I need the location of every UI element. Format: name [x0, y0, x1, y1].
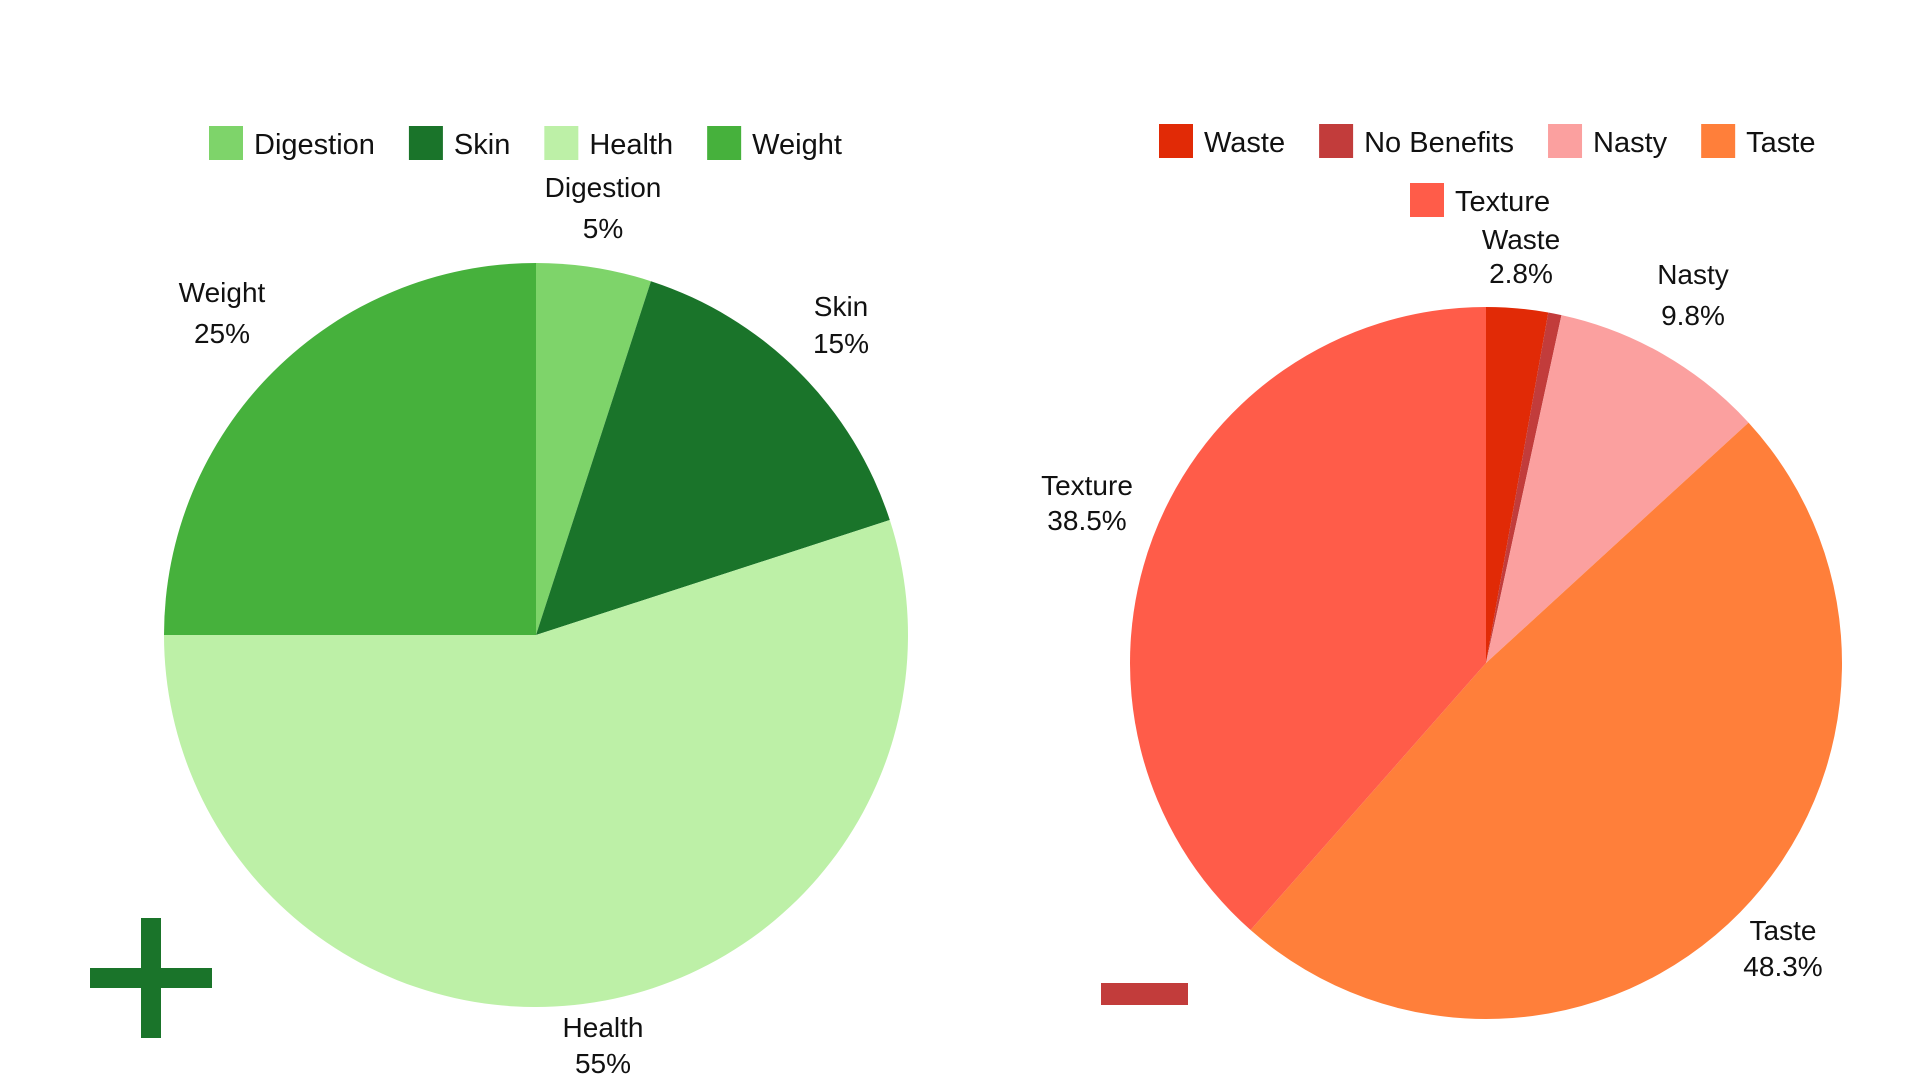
slice-label-name: Waste — [1482, 224, 1560, 255]
slice-label-digestion: Digestion 5% — [545, 172, 662, 244]
legend-swatch — [707, 126, 742, 160]
drawbacks-legend: Waste No Benefits Nasty Taste Texture — [1159, 124, 1816, 218]
legend-label: Texture — [1455, 186, 1550, 218]
legend-swatch — [1410, 183, 1444, 217]
pie-slice-waste — [1486, 307, 1549, 663]
slice-label-name: Texture — [1041, 470, 1133, 501]
legend-label: Nasty — [1593, 127, 1668, 159]
slice-label-health: Health 55% — [563, 1012, 644, 1079]
slice-label-texture: Texture 38.5% — [1041, 470, 1133, 536]
legend-item-taste: Taste — [1701, 124, 1816, 159]
legend-label: Taste — [1746, 127, 1815, 159]
legend-item-nasty: Nasty — [1548, 124, 1668, 159]
slice-label-value: 55% — [575, 1048, 631, 1079]
legend-swatch — [1701, 124, 1736, 158]
slice-label-weight: Weight 25% — [179, 277, 266, 349]
minus-icon — [1101, 983, 1188, 1005]
plus-icon — [90, 918, 212, 1038]
legend-item-waste: Waste — [1159, 124, 1285, 159]
slice-label-name: Weight — [179, 277, 266, 308]
slice-label-name: Health — [563, 1012, 644, 1043]
slice-label-value: 2.8% — [1489, 258, 1553, 289]
legend-item-skin: Skin — [408, 126, 510, 161]
pie-slice-skin — [536, 281, 890, 635]
legend-label: Health — [589, 129, 673, 161]
legend-swatch — [1319, 124, 1354, 158]
legend-swatch — [1548, 124, 1583, 158]
legend-item-no-benefits: No Benefits — [1319, 124, 1514, 159]
legend-swatch — [209, 126, 243, 160]
legend-swatch — [408, 126, 443, 160]
slice-label-name: Skin — [814, 291, 868, 322]
pie-slice-weight — [164, 263, 536, 635]
slice-label-name: Taste — [1750, 915, 1817, 946]
legend-label: Weight — [752, 129, 842, 161]
slice-label-value: 25% — [194, 318, 250, 349]
slice-label-value: 48.3% — [1743, 951, 1822, 982]
pie-slice-taste — [1250, 422, 1843, 1020]
slice-label-value: 5% — [583, 213, 623, 244]
benefits-legend: Digestion Skin Health Weight — [209, 126, 842, 161]
slice-label-name: Nasty — [1657, 259, 1729, 290]
pie-slice-health — [164, 520, 908, 1008]
legend-item-digestion: Digestion — [209, 126, 375, 161]
slice-label-skin: Skin 15% — [813, 291, 869, 359]
pie-slice-nasty — [1486, 315, 1749, 663]
legend-label: Digestion — [254, 129, 375, 161]
legend-item-texture: Texture — [1410, 183, 1550, 218]
slice-label-value: 38.5% — [1047, 505, 1126, 536]
benefits-pie-chart: Digestion Skin Health Weight Digestion 5% Ski… — [164, 126, 908, 1079]
pie-slice-texture — [1129, 307, 1486, 931]
pie-slice-digestion — [536, 263, 651, 635]
drawbacks-slices — [1129, 307, 1843, 1020]
legend-swatch — [1159, 124, 1193, 158]
slice-label-taste: Taste 48.3% — [1743, 915, 1822, 982]
benefits-slice-labels: Digestion 5% Skin 15% Health 55% Weight 25% — [179, 172, 869, 1079]
legend-label: No Benefits — [1364, 127, 1514, 159]
legend-label: Skin — [454, 129, 510, 161]
legend-swatch — [544, 126, 579, 160]
legend-item-health: Health — [544, 126, 673, 161]
slice-label-nasty: Nasty 9.8% — [1657, 259, 1729, 331]
slice-label-value: 15% — [813, 328, 869, 359]
slice-label-name: Digestion — [545, 172, 662, 203]
benefits-slices — [164, 263, 908, 1008]
legend-item-weight: Weight — [707, 126, 842, 161]
pie-slice-no-benefits — [1486, 312, 1562, 663]
slice-label-value: 9.8% — [1661, 300, 1725, 331]
legend-label: Waste — [1204, 127, 1285, 159]
